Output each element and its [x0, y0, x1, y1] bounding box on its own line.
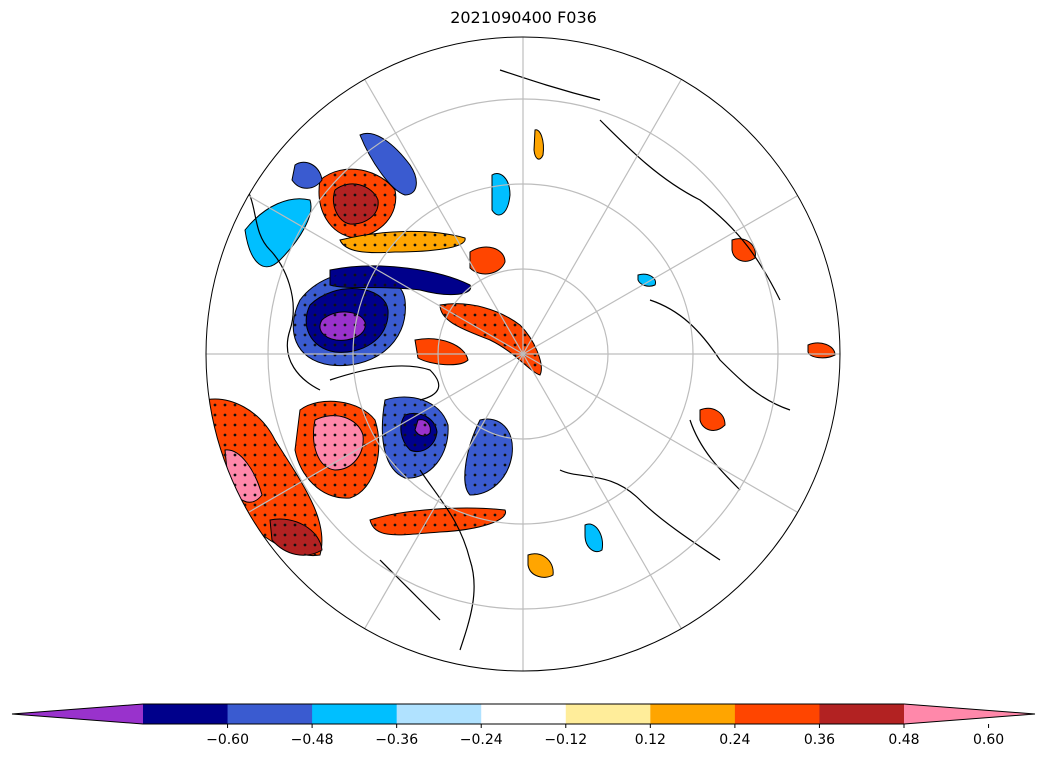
colorbar-bin — [143, 704, 229, 724]
colorbar-bin — [734, 704, 820, 724]
anomaly-region-pos-spot — [469, 246, 506, 275]
colorbar-tick-label: 0.12 — [635, 732, 666, 748]
colorbar-tick-label: −0.12 — [544, 732, 587, 748]
colorbar: −0.60 −0.48 −0.36 −0.24 −0.12 0.12 0.24 0.36 0.4… — [11, 703, 1036, 748]
anomaly-region-pos-right — [699, 407, 726, 431]
coastlines — [239, 69, 791, 651]
anomaly-region-pos-small — [414, 338, 469, 366]
colorbar-extend-low — [12, 704, 143, 724]
colorbar-tick-label: −0.60 — [206, 732, 249, 748]
colorbar-bin — [819, 704, 905, 724]
colorbar-tick-label: −0.24 — [460, 732, 503, 748]
colorbar-bin — [312, 704, 398, 724]
colorbar-tick-label: 0.48 — [888, 732, 919, 748]
colorbar-bin — [481, 704, 567, 724]
colorbar-outline — [11, 703, 1036, 725]
colorbar-bin — [565, 704, 651, 724]
colorbar-tick-label: −0.48 — [291, 732, 334, 748]
polar-map — [206, 37, 840, 671]
anomaly-region-neg-east — [637, 273, 657, 287]
colorbar-tick-label: −0.36 — [375, 732, 418, 748]
colorbar-bin — [650, 704, 736, 724]
anomaly-region-pos-east — [731, 238, 756, 262]
map-boundary — [205, 36, 841, 672]
anomaly-region-neg-streak — [359, 133, 417, 196]
colorbar-tick-label: 0.60 — [973, 732, 1004, 748]
significance-stippling — [206, 169, 542, 556]
colorbar-tick-label: 0.24 — [719, 732, 750, 748]
map-title: 2021090400 F036 — [450, 8, 597, 27]
colorbar-bin — [396, 704, 482, 724]
colorbar-tick-label: 0.36 — [804, 732, 835, 748]
anomaly-region-neg-lowright — [584, 523, 604, 553]
colorbar-bin — [227, 704, 313, 724]
graticule — [206, 37, 840, 671]
anomaly-region-pos-bottom — [527, 553, 554, 578]
colorbar-extend-high — [904, 704, 1035, 724]
anomaly-region-neg-small-top — [491, 173, 511, 216]
anomaly-region-pos-small-top — [533, 129, 544, 160]
